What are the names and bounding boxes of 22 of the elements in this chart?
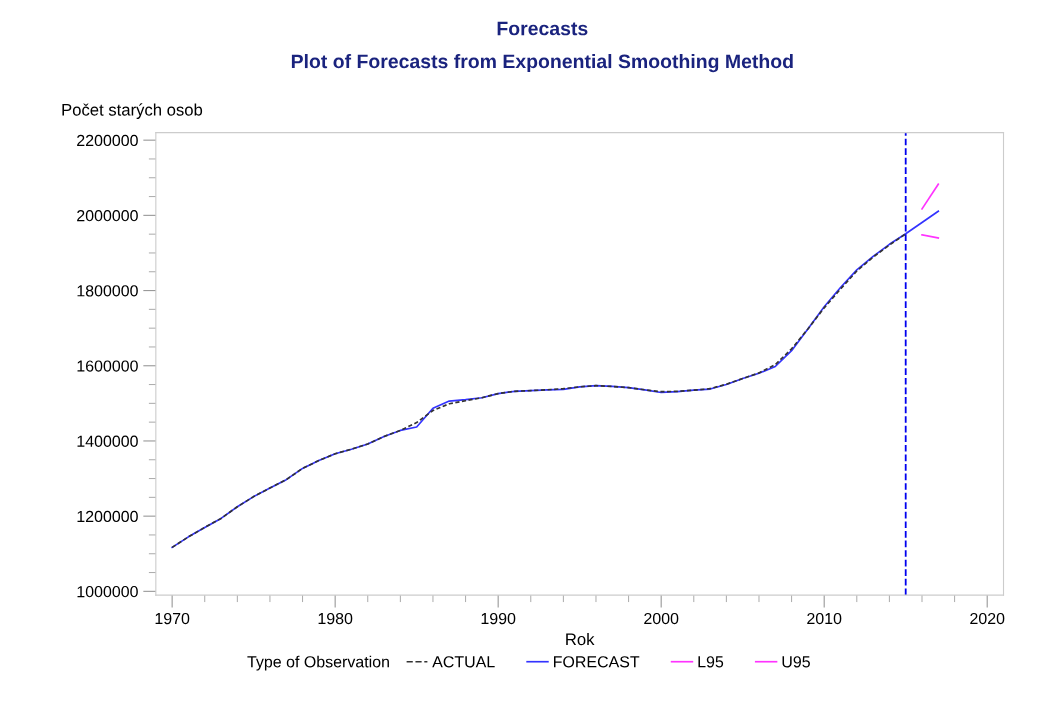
legend-label: U95 [782, 656, 810, 668]
x-tick-label: 1980 [318, 612, 353, 625]
y-axis-title: Počet starých osob [62, 103, 203, 119]
legend-title: Type of Observation [247, 655, 389, 671]
chart-subtitle: Plot of Forecasts from Exponential Smoothing Method [291, 53, 793, 73]
legend-label: L95 [698, 656, 724, 668]
y-tick-label: 1000000 [77, 585, 138, 598]
x-tick-label: 2010 [807, 612, 842, 625]
y-tick-label: 1400000 [77, 435, 138, 447]
chart-title: Forecasts [497, 21, 588, 36]
y-tick-label: 1200000 [77, 510, 138, 523]
y-tick-label: 2000000 [77, 210, 138, 222]
x-axis-title: Rok [566, 632, 595, 646]
legend-label: ACTUAL [432, 656, 495, 668]
y-tick-label: 2200000 [77, 134, 138, 147]
y-tick-label: 1600000 [77, 360, 138, 372]
y-tick-label: 1800000 [77, 285, 138, 297]
x-tick-label: 2000 [644, 612, 679, 625]
x-tick-label: 1970 [155, 612, 190, 625]
legend-label: FORECAST [554, 656, 640, 668]
x-tick-label: 2020 [970, 612, 1005, 625]
x-tick-label: 1990 [481, 612, 516, 625]
